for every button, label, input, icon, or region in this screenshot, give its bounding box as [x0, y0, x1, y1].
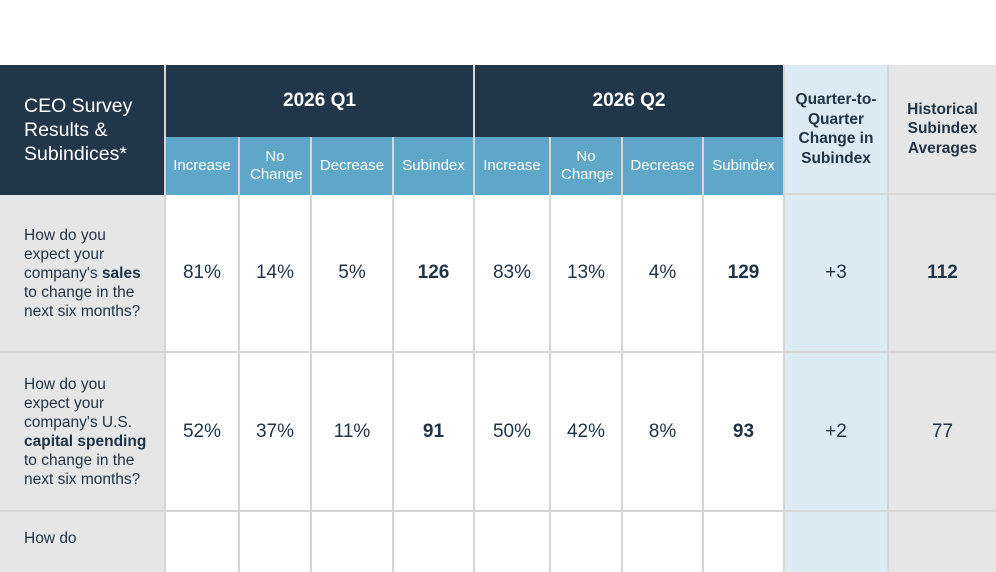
question-text: How do [24, 530, 77, 547]
change-label: Quarter-to-Quarter Change in Subindex [795, 91, 877, 167]
question-cell: How do you expect your company's U.S. ca… [0, 353, 164, 512]
question-keyword: sales [101, 264, 141, 282]
q2-decrease-header: Decrease [623, 137, 704, 195]
table-cell: 13% [551, 195, 623, 353]
table-cell: 4% [623, 195, 704, 353]
q1-increase-header: Increase [164, 137, 240, 195]
change-cell: +2 [785, 353, 889, 512]
table-cell [551, 512, 623, 572]
change-header: Quarter-to-Quarter Change in Subindex [785, 65, 889, 195]
table-cell: 8% [623, 353, 704, 512]
table-cell: 129 [704, 195, 785, 353]
table-cell: 42% [551, 353, 623, 512]
question-cell: How do you expect your company's sales t… [0, 195, 164, 353]
table-cell [164, 512, 240, 572]
table-cell [394, 512, 475, 572]
table-cell: 83% [475, 195, 551, 353]
table-cell: 50% [475, 353, 551, 512]
table-cell [623, 512, 704, 572]
q2-increase-header: Increase [475, 137, 551, 195]
q1-header: 2026 Q1 [164, 65, 475, 137]
table-cell: 81% [164, 195, 240, 353]
q2-label: 2026 Q2 [592, 90, 666, 111]
table-cell [475, 512, 551, 572]
table-cell: 11% [312, 353, 394, 512]
historical-cell [889, 512, 996, 572]
question-keyword: capital spending [24, 432, 147, 450]
table-cell: 93 [704, 353, 785, 512]
table-cell: 14% [240, 195, 312, 353]
change-cell [785, 512, 889, 572]
historical-cell: 112 [889, 195, 996, 353]
q2-header: 2026 Q2 [475, 65, 785, 137]
table-cell: 37% [240, 353, 312, 512]
q1-decrease-header: Decrease [312, 137, 394, 195]
table-cell [240, 512, 312, 572]
historical-label: Historical Subindex Averages [907, 100, 978, 157]
q1-no-change-header: No Change [240, 137, 312, 195]
change-cell: +3 [785, 195, 889, 353]
q1-subindex-header: Subindex [394, 137, 475, 195]
question-text: How do you expect your company's U.S. ca… [24, 375, 147, 488]
q2-no-change-header: No Change [551, 137, 623, 195]
q2-subindex-header: Subindex [704, 137, 785, 195]
table-title-cell: CEO Survey Results & Subindices* [0, 65, 164, 195]
historical-cell: 77 [889, 353, 996, 512]
table-title: CEO Survey Results & Subindices* [24, 95, 133, 165]
table-cell: 52% [164, 353, 240, 512]
table-cell: 91 [394, 353, 475, 512]
table-cell [312, 512, 394, 572]
table-cell: 5% [312, 195, 394, 353]
question-cell: How do [0, 512, 164, 572]
q1-label: 2026 Q1 [283, 90, 356, 111]
historical-header: Historical Subindex Averages [889, 65, 996, 195]
table-cell: 126 [394, 195, 475, 353]
table-cell [704, 512, 785, 572]
question-text: How do you expect your company's sales t… [24, 226, 141, 320]
